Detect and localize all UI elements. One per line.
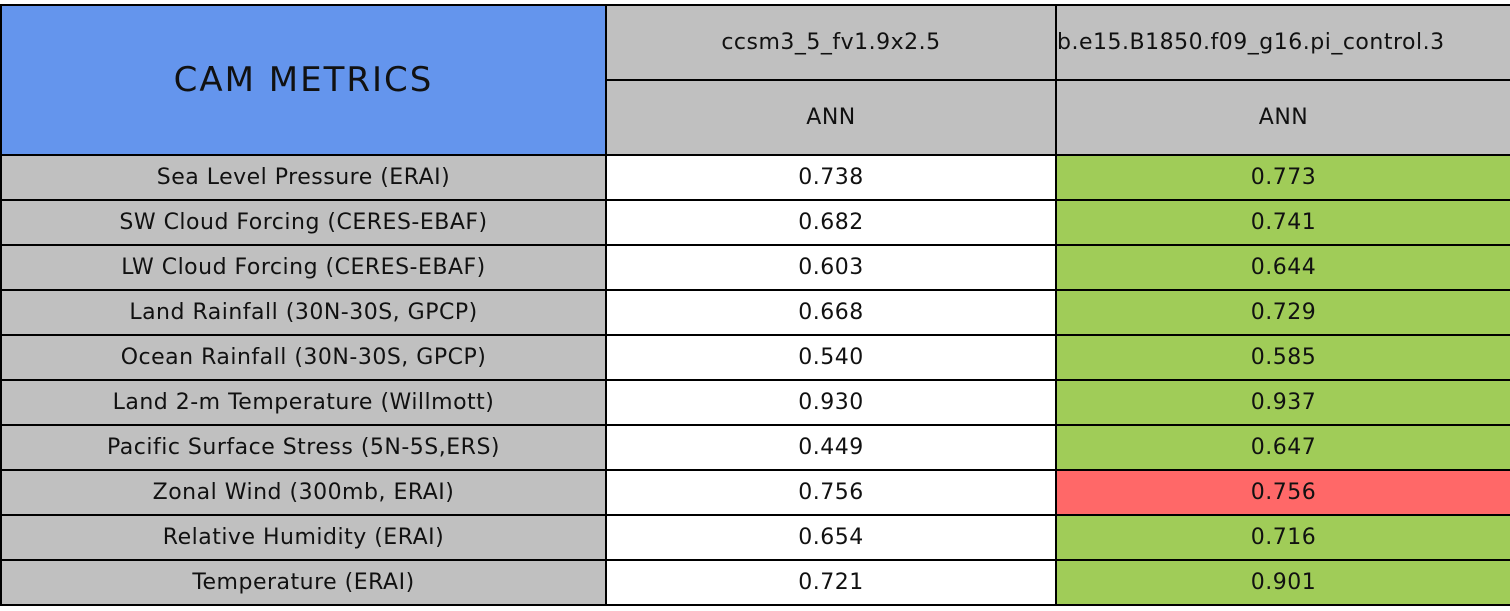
metric-value: 0.930 (607, 381, 1057, 426)
metrics-table: CAM METRICS ccsm3_5_fv1.9x2.5 b.e15.B1850… (0, 4, 1510, 606)
metric-name: Temperature (ERAI) (2, 561, 607, 606)
metric-value: 0.756 (1057, 471, 1510, 516)
metric-value: 0.668 (607, 291, 1057, 336)
metric-name: LW Cloud Forcing (CERES-EBAF) (2, 246, 607, 291)
metric-name: Relative Humidity (ERAI) (2, 516, 607, 561)
metric-value: 0.716 (1057, 516, 1510, 561)
season-header: ANN (607, 81, 1057, 156)
metric-value: 0.937 (1057, 381, 1510, 426)
metric-name: Sea Level Pressure (ERAI) (2, 156, 607, 201)
metric-value: 0.773 (1057, 156, 1510, 201)
metric-name: SW Cloud Forcing (CERES-EBAF) (2, 201, 607, 246)
metric-value: 0.654 (607, 516, 1057, 561)
metric-name: Pacific Surface Stress (5N-5S,ERS) (2, 426, 607, 471)
metric-value: 0.449 (607, 426, 1057, 471)
model-header: b.e15.B1850.f09_g16.pi_control.3 (1057, 6, 1510, 81)
metric-value: 0.603 (607, 246, 1057, 291)
metric-name: Ocean Rainfall (30N-30S, GPCP) (2, 336, 607, 381)
metric-value: 0.756 (607, 471, 1057, 516)
metric-value: 0.741 (1057, 201, 1510, 246)
season-header: ANN (1057, 81, 1510, 156)
table-title: CAM METRICS (2, 6, 607, 156)
metric-value: 0.721 (607, 561, 1057, 606)
metric-name: Land 2-m Temperature (Willmott) (2, 381, 607, 426)
model-header: ccsm3_5_fv1.9x2.5 (607, 6, 1057, 81)
metric-value: 0.901 (1057, 561, 1510, 606)
metric-name: Zonal Wind (300mb, ERAI) (2, 471, 607, 516)
metric-value: 0.540 (607, 336, 1057, 381)
metric-name: Land Rainfall (30N-30S, GPCP) (2, 291, 607, 336)
metric-value: 0.682 (607, 201, 1057, 246)
metric-value: 0.644 (1057, 246, 1510, 291)
metric-value: 0.738 (607, 156, 1057, 201)
metric-value: 0.585 (1057, 336, 1510, 381)
metric-value: 0.729 (1057, 291, 1510, 336)
metric-value: 0.647 (1057, 426, 1510, 471)
